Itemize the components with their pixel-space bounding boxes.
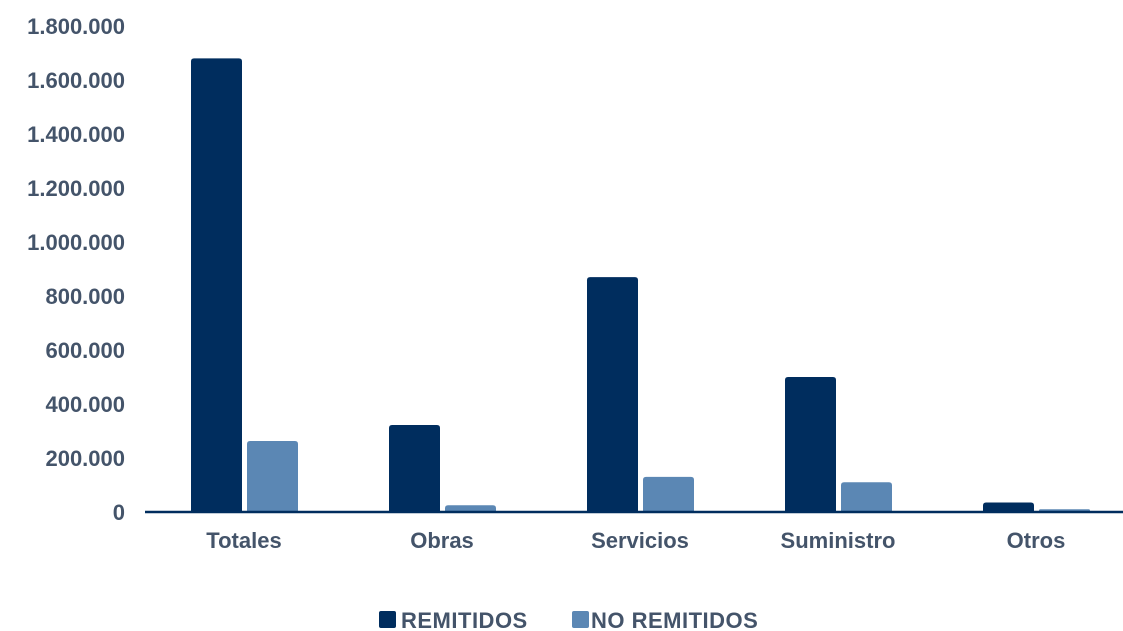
x-axis-category-labels: Totales Obras Servicios Suministro Otros xyxy=(206,528,1065,553)
x-category-label: Servicios xyxy=(591,528,689,553)
bar-no-remitidos-obras xyxy=(445,505,496,512)
y-tick-label: 1.600.000 xyxy=(27,68,125,93)
bar-remitidos-servicios xyxy=(587,277,638,512)
y-axis-tick-labels: 0 200.000 400.000 600.000 800.000 1.000.000 1.… xyxy=(27,14,125,525)
x-category-label: Obras xyxy=(410,528,474,553)
legend-swatch xyxy=(379,611,396,628)
y-tick-label: 800.000 xyxy=(45,284,125,309)
x-category-label: Otros xyxy=(1007,528,1066,553)
y-tick-label: 400.000 xyxy=(45,392,125,417)
bars-group xyxy=(191,58,1090,513)
y-tick-label: 1.400.000 xyxy=(27,122,125,147)
bar-remitidos-obras xyxy=(389,425,440,512)
legend-label: NO REMITIDOS xyxy=(591,608,758,631)
x-category-label: Suministro xyxy=(781,528,896,553)
y-tick-label: 1.800.000 xyxy=(27,14,125,39)
y-tick-label: 1.000.000 xyxy=(27,230,125,255)
bar-no-remitidos-servicios xyxy=(643,476,694,512)
bar-remitidos-totales xyxy=(191,58,242,513)
y-tick-label: 200.000 xyxy=(45,446,125,471)
bar-no-remitidos-totales xyxy=(247,440,298,512)
y-tick-label: 600.000 xyxy=(45,338,125,363)
y-tick-label: 0 xyxy=(113,500,125,525)
bar-no-remitidos-suministro xyxy=(841,482,892,512)
y-tick-label: 1.200.000 xyxy=(27,176,125,201)
legend-label: REMITIDOS xyxy=(401,608,528,631)
x-category-label: Totales xyxy=(206,528,281,553)
bar-remitidos-suministro xyxy=(785,377,836,512)
bar-remitidos-otros xyxy=(983,502,1034,512)
legend-swatch xyxy=(572,611,589,628)
legend: REMITIDOS NO REMITIDOS xyxy=(379,608,758,631)
